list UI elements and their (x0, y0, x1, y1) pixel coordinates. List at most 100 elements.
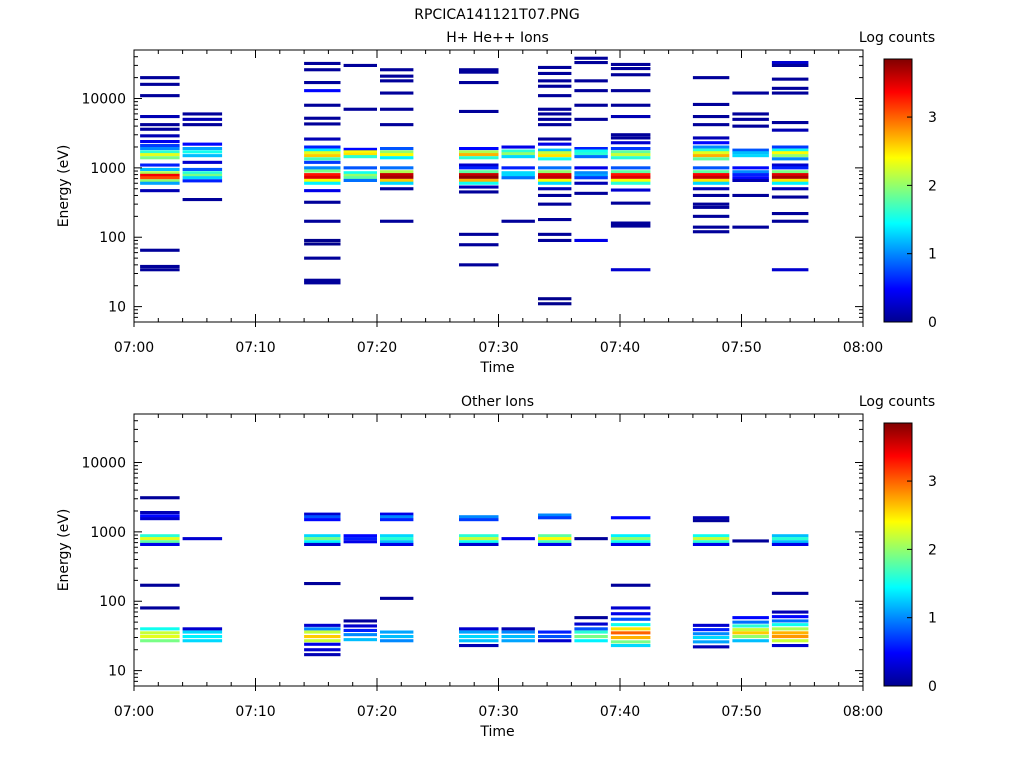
spectrogram-cell (732, 193, 769, 197)
figure-title: RPCICA141121T07.PNG (414, 7, 579, 23)
spectrogram-cell (140, 115, 180, 119)
spectrogram-cell (771, 121, 809, 125)
spectrogram-cell (140, 511, 180, 515)
spectrogram-cell (459, 639, 499, 643)
spectrogram-cell (771, 148, 809, 152)
spectrogram-cell (343, 624, 377, 628)
x-tick-label: 07:50 (721, 340, 761, 356)
spectrogram-cell (538, 84, 572, 88)
spectrogram-cell (538, 71, 572, 75)
colorbar-tick-label: 1 (928, 611, 937, 627)
spectrogram-cell (304, 540, 341, 544)
spectrogram-cell (610, 133, 651, 137)
spectrogram-cell (304, 166, 341, 170)
spectrogram-cell (140, 264, 180, 268)
spectrogram-cell (140, 542, 180, 546)
x-axis-label: Time (479, 360, 514, 376)
spectrogram-cell (692, 123, 730, 127)
spectrogram-cell (610, 636, 651, 640)
y-tick-label: 10 (108, 664, 126, 680)
spectrogram-cell (380, 534, 414, 538)
spectrogram-cell (304, 103, 341, 107)
spectrogram-cell (692, 623, 730, 627)
spectrogram-cell (459, 185, 499, 189)
spectrogram-cell (380, 166, 414, 170)
spectrogram-cell (501, 639, 535, 643)
spectrogram-cell (771, 219, 809, 223)
y-tick-label: 1000 (90, 525, 126, 541)
spectrogram-cell (343, 633, 377, 637)
spectrogram-cell (732, 639, 769, 643)
spectrogram-cell (538, 170, 572, 174)
spectrogram-cell (459, 173, 499, 177)
spectrogram-cell (182, 179, 223, 183)
x-axis: 07:00 07:10 07:20 07:30 07:40 07:50 08:00 (114, 414, 883, 720)
spectrogram-cell (771, 540, 809, 544)
x-axis: 07:00 07:10 07:20 07:30 07:40 07:50 08:00 (114, 50, 883, 356)
spectrogram-cell (380, 515, 414, 519)
spectrogram-cell (732, 154, 769, 158)
spectrogram-cell (610, 136, 651, 140)
spectrogram-cell (610, 201, 651, 205)
spectrogram-cell (459, 156, 499, 160)
spectrogram-cell (140, 635, 180, 639)
spectrogram-cell (343, 540, 377, 544)
spectrogram-cell (380, 540, 414, 544)
spectrogram-cell (343, 166, 377, 170)
spectrogram-cell (692, 540, 730, 544)
spectrogram-cell (732, 178, 769, 182)
spectrogram-cell (343, 150, 377, 154)
spectrogram-cell (610, 537, 651, 541)
spectrogram-cell (771, 542, 809, 546)
spectrogram-cell (692, 516, 730, 520)
spectrogram-cell (538, 513, 572, 517)
spectrogram-cell (692, 145, 730, 149)
spectrogram-cell (692, 230, 730, 234)
colorbar-tick-label: 0 (928, 315, 937, 331)
spectrogram-cell (610, 534, 651, 538)
spectrogram-cell (304, 145, 341, 149)
spectrogram-cell (538, 154, 572, 158)
spectrogram-cell (732, 117, 769, 121)
spectrogram-cell (732, 628, 769, 632)
spectrogram-cell (732, 635, 769, 639)
spectrogram-cell (692, 214, 730, 218)
spectrogram-cell (538, 302, 572, 306)
x-tick-label: 07:10 (235, 340, 275, 356)
spectrogram-cell (140, 163, 180, 167)
spectrogram-cell (380, 170, 414, 174)
spectrogram-cell (771, 591, 809, 595)
colorbar-label: Log counts (859, 394, 935, 410)
spectrogram-cell (692, 519, 730, 523)
spectrogram-cell (692, 542, 730, 546)
spectrogram-cell (140, 268, 180, 272)
y-tick-label: 1000 (90, 161, 126, 177)
spectrogram-cell (692, 151, 730, 155)
spectrogram-cell (140, 134, 180, 138)
spectrogram-cell (574, 176, 608, 180)
spectrogram-cell (771, 631, 809, 635)
spectrogram-cell (574, 639, 608, 643)
spectrogram-cells (140, 496, 809, 657)
spectrogram-cell (380, 123, 414, 127)
spectrogram-cell (304, 582, 341, 586)
spectrogram-cell (732, 170, 769, 174)
spectrogram-cell (304, 537, 341, 541)
spectrogram-cell (538, 297, 572, 301)
spectrogram-cell (574, 191, 608, 195)
spectrogram-cell (538, 151, 572, 155)
spectrogram-cell (304, 635, 341, 639)
spectrogram-cell (304, 542, 341, 546)
spectrogram-cell (304, 137, 341, 141)
spectrogram-cell (610, 89, 651, 93)
spectrogram-cell (182, 639, 223, 643)
spectrogram-cell (459, 147, 499, 151)
spectrogram-cell (771, 615, 809, 619)
spectrogram-cell (771, 268, 809, 272)
spectrogram-cell (771, 61, 809, 65)
spectrogram-cell (459, 175, 499, 179)
spectrogram-cell (538, 635, 572, 639)
spectrogram-cell (501, 537, 535, 541)
spectrogram-cell (140, 123, 180, 127)
spectrogram-cell (304, 89, 341, 93)
